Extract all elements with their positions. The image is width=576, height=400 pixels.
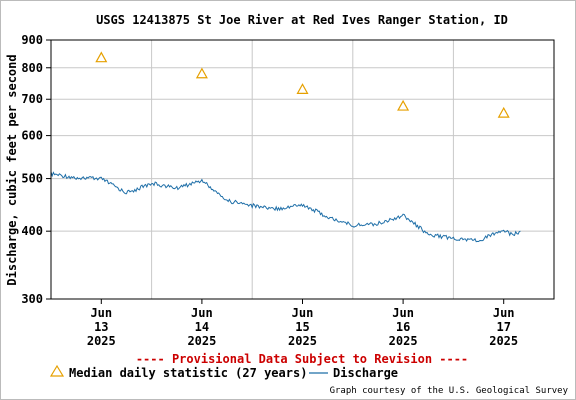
legend-triangle-icon (49, 364, 65, 377)
median-marker (195, 67, 208, 79)
x-tick-label: 2025 (489, 334, 518, 348)
y-tick-label: 600 (21, 129, 43, 143)
x-tick-label: 2025 (87, 334, 116, 348)
x-tick-label: 17 (496, 320, 510, 334)
provisional-warning: ---- Provisional Data Subject to Revisio… (136, 352, 468, 366)
legend-median-label: Median daily statistic (27 years) (69, 366, 307, 380)
chart-title: USGS 12413875 St Joe River at Red Ives R… (96, 13, 508, 27)
x-tick-label: 13 (94, 320, 108, 334)
series-layer (50, 51, 521, 243)
x-tick-label: 16 (396, 320, 410, 334)
x-tick-label: Jun (392, 306, 414, 320)
median-marker (397, 99, 410, 111)
x-tick-label: 2025 (389, 334, 418, 348)
usgs-credit: Graph courtesy of the U.S. Geological Su… (330, 386, 569, 396)
median-marker (497, 106, 510, 118)
x-tick-label: Jun (493, 306, 515, 320)
x-tick-label: Jun (191, 306, 213, 320)
x-tick-label: Jun (292, 306, 314, 320)
tick-layer: 300400500600700800900Jun132025Jun142025J… (21, 33, 518, 348)
y-tick-label: 700 (21, 92, 43, 106)
discharge-line (50, 171, 521, 243)
x-tick-label: Jun (90, 306, 112, 320)
legend-discharge-label: Discharge (333, 366, 398, 380)
x-tick-label: 15 (295, 320, 309, 334)
y-axis-label: Discharge, cubic feet per second (5, 54, 19, 285)
y-tick-label: 300 (21, 292, 43, 306)
y-tick-label: 400 (21, 224, 43, 238)
x-tick-label: 2025 (187, 334, 216, 348)
median-marker (95, 51, 108, 63)
x-tick-label: 14 (195, 320, 209, 334)
y-tick-label: 500 (21, 172, 43, 186)
legend: Median daily statistic (27 years) Discha… (49, 364, 398, 380)
y-tick-label: 900 (21, 33, 43, 47)
x-tick-label: 2025 (288, 334, 317, 348)
median-marker (296, 83, 309, 94)
y-tick-label: 800 (21, 61, 43, 75)
